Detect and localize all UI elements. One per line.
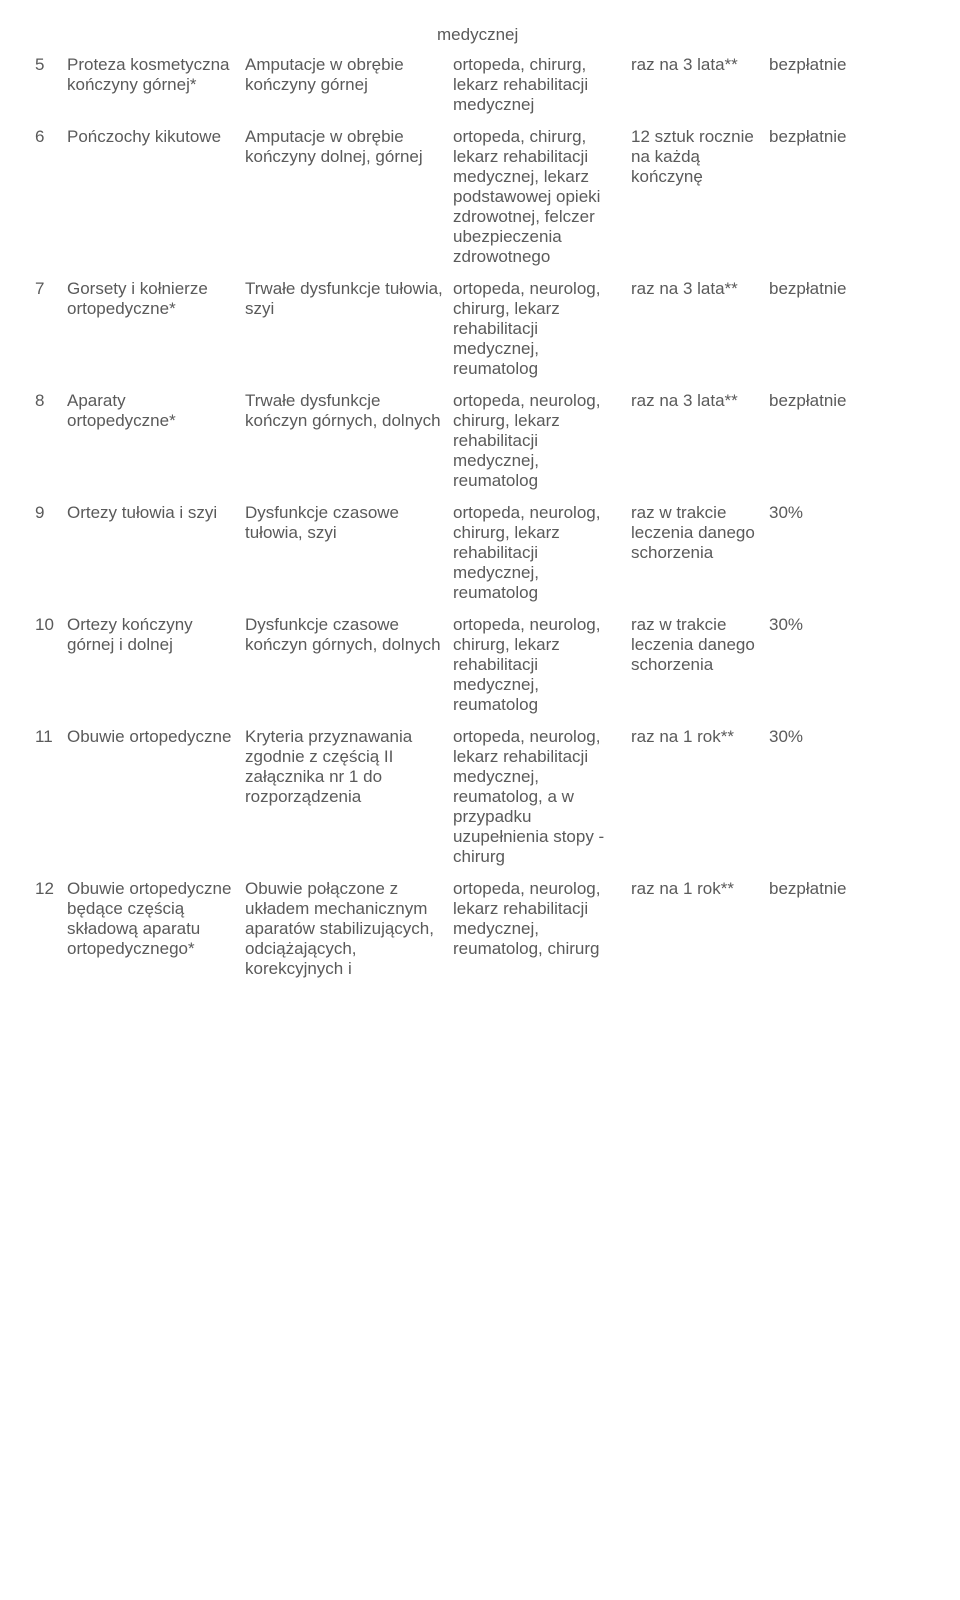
row-number: 9 xyxy=(35,503,67,523)
col-payment: bezpłatnie xyxy=(769,879,879,899)
col-frequency: raz na 3 lata** xyxy=(631,279,769,299)
col-name: Ortezy tułowia i szyi xyxy=(67,503,245,523)
col-frequency: 12 sztuk rocznie na każdą kończynę xyxy=(631,127,769,187)
table-body: 5Proteza kosmetyczna kończyny górnej*Amp… xyxy=(35,55,925,979)
table-row: 12Obuwie ortopedyczne będące częścią skł… xyxy=(35,879,925,979)
col-specialists: ortopeda, neurolog, lekarz rehabilitacji… xyxy=(453,879,631,959)
col-specialists: ortopeda, chirurg, lekarz rehabilitacji … xyxy=(453,55,631,115)
col-specialists: ortopeda, neurolog, chirurg, lekarz reha… xyxy=(453,391,631,491)
col-frequency: raz na 3 lata** xyxy=(631,391,769,411)
col-criteria: Kryteria przyznawania zgodnie z częścią … xyxy=(245,727,453,807)
col-specialists: ortopeda, chirurg, lekarz rehabilitacji … xyxy=(453,127,631,267)
col-specialists: ortopeda, neurolog, lekarz rehabilitacji… xyxy=(453,727,631,867)
col-specialists: ortopeda, neurolog, chirurg, lekarz reha… xyxy=(453,615,631,715)
col-name: Obuwie ortopedyczne xyxy=(67,727,245,747)
row-number: 5 xyxy=(35,55,67,75)
top-fragment: medycznej xyxy=(437,25,607,45)
col-frequency: raz w trakcie leczenia danego schorzenia xyxy=(631,503,769,563)
table-row: 7Gorsety i kołnierze ortopedyczne*Trwałe… xyxy=(35,279,925,379)
col-payment: bezpłatnie xyxy=(769,279,879,299)
row-number: 10 xyxy=(35,615,67,635)
col-payment: bezpłatnie xyxy=(769,127,879,147)
col-frequency: raz na 1 rok** xyxy=(631,727,769,747)
row-number: 6 xyxy=(35,127,67,147)
col-name: Aparaty ortopedyczne* xyxy=(67,391,245,431)
col-payment: bezpłatnie xyxy=(769,55,879,75)
row-number: 12 xyxy=(35,879,67,899)
col-payment: bezpłatnie xyxy=(769,391,879,411)
col-frequency: raz w trakcie leczenia danego schorzenia xyxy=(631,615,769,675)
col-criteria: Dysfunkcje czasowe tułowia, szyi xyxy=(245,503,453,543)
col-specialists: ortopeda, neurolog, chirurg, lekarz reha… xyxy=(453,279,631,379)
row-number: 11 xyxy=(35,727,67,747)
table-row: 6Pończochy kikutoweAmputacje w obrębie k… xyxy=(35,127,925,267)
row-number: 8 xyxy=(35,391,67,411)
table-row: 10Ortezy kończyny górnej i dolnejDysfunk… xyxy=(35,615,925,715)
col-name: Pończochy kikutowe xyxy=(67,127,245,147)
table-row: 5Proteza kosmetyczna kończyny górnej*Amp… xyxy=(35,55,925,115)
table-row: 9Ortezy tułowia i szyiDysfunkcje czasowe… xyxy=(35,503,925,603)
col-name: Obuwie ortopedyczne będące częścią skład… xyxy=(67,879,245,959)
col-name: Proteza kosmetyczna kończyny górnej* xyxy=(67,55,245,95)
col-criteria: Obuwie połączone z układem mechanicznym … xyxy=(245,879,453,979)
col-payment: 30% xyxy=(769,503,879,523)
col-name: Gorsety i kołnierze ortopedyczne* xyxy=(67,279,245,319)
row-number: 7 xyxy=(35,279,67,299)
col-frequency: raz na 1 rok** xyxy=(631,879,769,899)
table-row: 8Aparaty ortopedyczne*Trwałe dysfunkcje … xyxy=(35,391,925,491)
col-criteria: Trwałe dysfunkcje kończyn górnych, dolny… xyxy=(245,391,453,431)
col-criteria: Amputacje w obrębie kończyny górnej xyxy=(245,55,453,95)
col-criteria: Dysfunkcje czasowe kończyn górnych, doln… xyxy=(245,615,453,655)
col-name: Ortezy kończyny górnej i dolnej xyxy=(67,615,245,655)
col-payment: 30% xyxy=(769,615,879,635)
table-row: 11Obuwie ortopedyczneKryteria przyznawan… xyxy=(35,727,925,867)
col-criteria: Trwałe dysfunkcje tułowia, szyi xyxy=(245,279,453,319)
col-criteria: Amputacje w obrębie kończyny dolnej, gór… xyxy=(245,127,453,167)
col-specialists: ortopeda, neurolog, chirurg, lekarz reha… xyxy=(453,503,631,603)
col-frequency: raz na 3 lata** xyxy=(631,55,769,75)
col-payment: 30% xyxy=(769,727,879,747)
